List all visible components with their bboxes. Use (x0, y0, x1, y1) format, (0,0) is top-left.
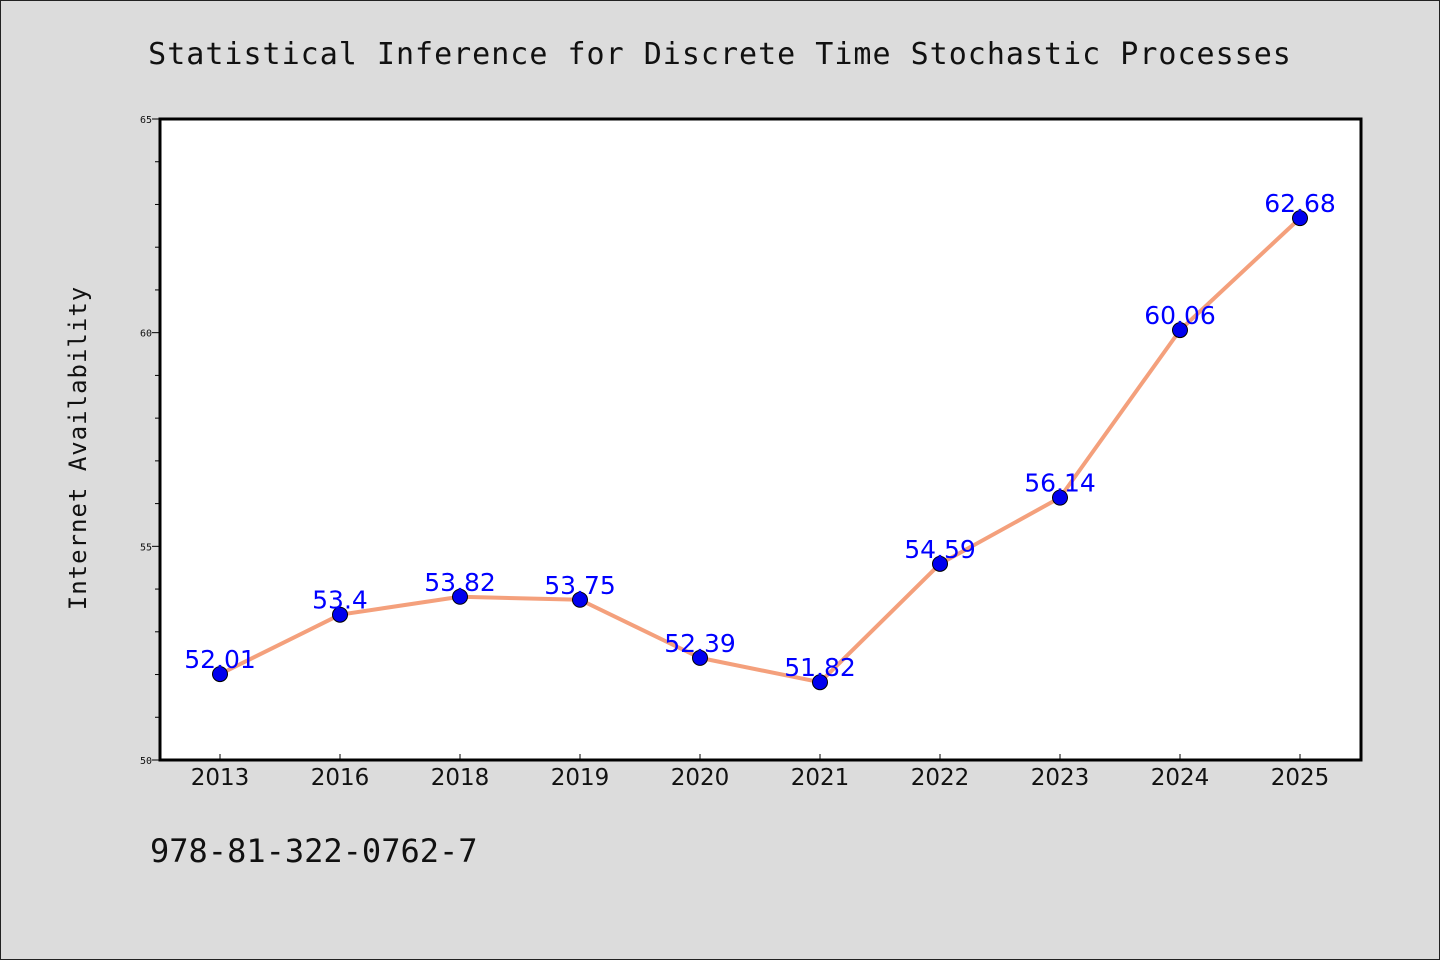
data-point (212, 666, 228, 683)
x-tick-label: 2023 (1031, 765, 1090, 791)
data-point (932, 555, 948, 572)
data-label: 53.82 (424, 568, 496, 597)
y-tick-label: 65 (140, 115, 152, 126)
data-label: 51.82 (784, 653, 856, 682)
x-tick-label: 2022 (911, 765, 970, 791)
x-tick-label: 2021 (791, 765, 850, 791)
x-tick-label: 2025 (1271, 765, 1330, 791)
data-label: 62.68 (1264, 189, 1336, 218)
data-label: 53.4 (312, 586, 368, 615)
y-axis: 50 55 60 65 (140, 115, 160, 767)
y-tick-label: 55 (140, 542, 152, 553)
data-label: 52.39 (664, 629, 736, 658)
data-labels-group: 52.01 53.4 53.82 53.75 52.39 51.82 54.59 56.14 6… (184, 189, 1336, 682)
chart-title: Statistical Inference for Discrete Time … (148, 37, 1292, 72)
x-axis: 2013 2016 2018 2019 2020 2021 2022 2023 2024 2025 (191, 754, 1330, 791)
plot-area (158, 117, 1363, 762)
isbn-text: 978-81-322-0762-7 (150, 832, 478, 870)
data-label: 52.01 (184, 645, 256, 674)
data-point (332, 606, 348, 623)
x-tick-label: 2016 (311, 765, 370, 791)
data-point (1292, 210, 1308, 227)
data-label: 53.75 (544, 571, 616, 600)
x-tick-label: 2019 (551, 765, 610, 791)
series-line-group (212, 210, 1308, 691)
y-tick-label: 50 (140, 756, 152, 767)
x-tick-label: 2018 (431, 765, 490, 791)
y-axis-label: Internet Availability (64, 286, 92, 610)
x-tick-label: 2024 (1151, 765, 1210, 791)
y-tick-label: 60 (140, 329, 152, 340)
data-label: 56.14 (1024, 469, 1096, 498)
series-line (218, 216, 1302, 685)
data-label: 60.06 (1144, 301, 1216, 330)
data-point (452, 588, 468, 605)
x-tick-label: 2020 (671, 765, 730, 791)
data-point (692, 649, 708, 666)
data-point (1052, 489, 1068, 506)
data-point (1172, 322, 1188, 339)
data-point (812, 674, 828, 691)
data-label: 54.59 (904, 535, 976, 564)
data-point (572, 591, 588, 608)
x-tick-label: 2013 (191, 765, 250, 791)
